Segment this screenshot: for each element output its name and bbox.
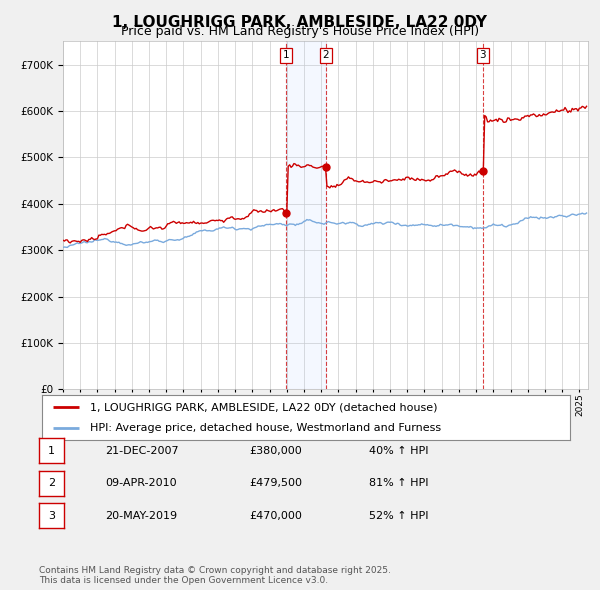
- Text: 21-DEC-2007: 21-DEC-2007: [105, 446, 179, 455]
- Text: 52% ↑ HPI: 52% ↑ HPI: [369, 511, 428, 520]
- Text: 2: 2: [48, 478, 55, 488]
- Text: £380,000: £380,000: [249, 446, 302, 455]
- Text: 1: 1: [283, 50, 290, 60]
- Text: 2: 2: [323, 50, 329, 60]
- Text: 81% ↑ HPI: 81% ↑ HPI: [369, 478, 428, 488]
- Text: 1: 1: [48, 446, 55, 455]
- Text: 09-APR-2010: 09-APR-2010: [105, 478, 176, 488]
- Text: 3: 3: [48, 511, 55, 520]
- Text: HPI: Average price, detached house, Westmorland and Furness: HPI: Average price, detached house, West…: [89, 422, 440, 432]
- Bar: [286, 41, 326, 389]
- Text: Price paid vs. HM Land Registry's House Price Index (HPI): Price paid vs. HM Land Registry's House …: [121, 25, 479, 38]
- Text: £470,000: £470,000: [249, 511, 302, 520]
- Text: Contains HM Land Registry data © Crown copyright and database right 2025.
This d: Contains HM Land Registry data © Crown c…: [39, 566, 391, 585]
- Text: 3: 3: [479, 50, 486, 60]
- Text: £479,500: £479,500: [249, 478, 302, 488]
- Text: 1, LOUGHRIGG PARK, AMBLESIDE, LA22 0DY (detached house): 1, LOUGHRIGG PARK, AMBLESIDE, LA22 0DY (…: [89, 402, 437, 412]
- Text: 20-MAY-2019: 20-MAY-2019: [105, 511, 177, 520]
- Text: 1, LOUGHRIGG PARK, AMBLESIDE, LA22 0DY: 1, LOUGHRIGG PARK, AMBLESIDE, LA22 0DY: [113, 15, 487, 30]
- Text: 40% ↑ HPI: 40% ↑ HPI: [369, 446, 428, 455]
